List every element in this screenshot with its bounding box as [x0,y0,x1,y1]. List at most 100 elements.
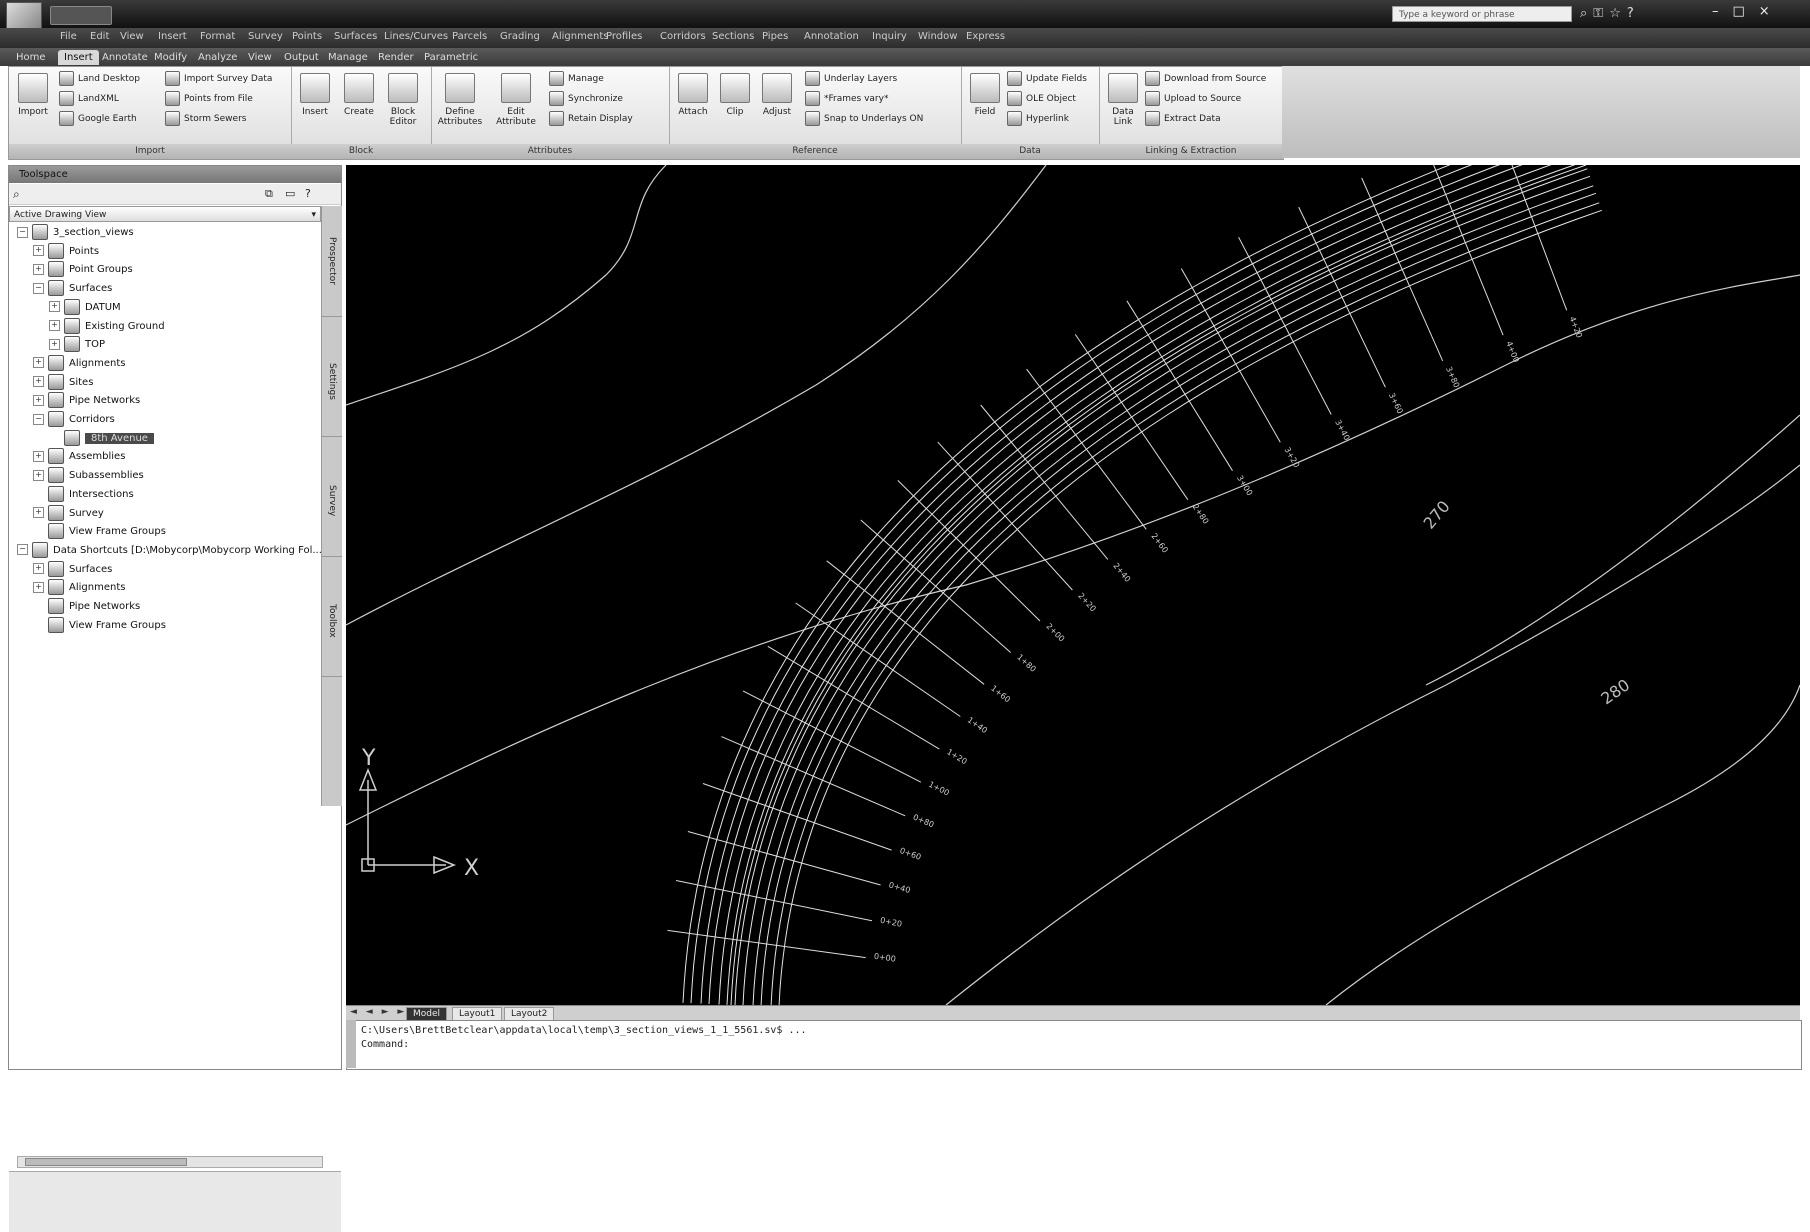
insert-block-button[interactable]: Insert [295,71,335,135]
tab-manage[interactable]: Manage [328,52,368,63]
tree-node[interactable]: + Pipe Networks [33,392,140,410]
tree-node[interactable]: + Surfaces [33,560,112,579]
view-select-dropdown[interactable]: Active Drawing View ▾ [9,206,321,222]
tab-view[interactable]: View [248,52,272,63]
menu-profiles[interactable]: Profiles [606,31,643,42]
tab-toolbox[interactable]: Toolbox [322,566,342,677]
copy-icon[interactable]: ⧉ [265,187,273,200]
tree-node[interactable]: Pipe Networks [33,598,140,616]
tree-node[interactable]: − Corridors [33,411,115,429]
tree-node[interactable]: + TOP [49,336,105,354]
tab-prospector[interactable]: Prospector [322,206,342,317]
expand-toggle-icon[interactable]: + [33,263,44,275]
menu-sections[interactable]: Sections [712,31,755,42]
tab-insert[interactable]: Insert [58,50,99,65]
expand-toggle-icon[interactable]: + [33,245,44,257]
panel-label-attributes[interactable]: Attributes [431,144,669,159]
synchronize-button[interactable]: Synchronize [549,91,623,108]
points-from-file-button[interactable]: Points from File [165,91,253,108]
frames-vary-dropdown[interactable]: *Frames vary* [805,91,888,108]
tab-output[interactable]: Output [284,52,319,63]
expand-toggle-icon[interactable]: − [17,544,28,556]
field-button[interactable]: Field [965,71,1005,135]
adjust-button[interactable]: Adjust [757,71,797,135]
import-button[interactable]: Import [13,71,53,135]
drawing-canvas[interactable]: 270 280 0+00 0+20 0+40 0+60 0+80 1+00 1+20 1+40… [346,165,1800,1005]
tab-parametric[interactable]: Parametric [424,52,479,63]
maximize-icon[interactable]: □ [1732,4,1759,19]
edit-attribute-button[interactable]: Edit Attribute [491,71,541,135]
expand-toggle-icon[interactable]: + [33,376,44,388]
tree-node[interactable]: + Alignments [33,354,125,373]
expand-toggle-icon[interactable]: + [49,320,60,331]
clip-button[interactable]: Clip [715,71,755,135]
menu-insert[interactable]: Insert [158,31,187,42]
menu-surfaces[interactable]: Surfaces [334,31,378,42]
underlay-layers-button[interactable]: Underlay Layers [805,71,897,88]
tree-node[interactable]: + Survey [33,504,104,523]
upload-to-source-button[interactable]: Upload to Source [1145,91,1241,108]
expand-toggle-icon[interactable]: + [33,507,44,518]
minimize-icon[interactable]: – [1712,4,1733,19]
close-icon[interactable]: × [1758,4,1784,19]
tab-home[interactable]: Home [16,52,46,63]
tree-node[interactable]: View Frame Groups [33,616,166,635]
scrollbar-thumb[interactable] [25,1158,187,1166]
key-icon[interactable]: ⚿ [1593,6,1610,21]
expand-toggle-icon[interactable]: + [33,581,44,593]
tree-node[interactable]: 8th Avenue [49,429,154,448]
data-link-button[interactable]: Data Link [1103,71,1143,135]
block-editor-button[interactable]: Block Editor [383,71,423,135]
tree-node[interactable]: View Frame Groups [33,523,166,541]
menu-pipes[interactable]: Pipes [762,31,789,42]
tree-node[interactable]: − Surfaces [33,280,112,298]
expand-toggle-icon[interactable]: + [33,563,44,575]
tree-node[interactable]: − Data Shortcuts [D:\Mobycorp\Mobycorp Wo… [17,541,322,560]
tree-node[interactable]: Intersections [33,485,134,504]
panel-label-block[interactable]: Block [291,144,431,159]
landxml-button[interactable]: LandXML [59,91,119,108]
create-block-button[interactable]: Create [339,71,379,135]
expand-toggle-icon[interactable]: + [49,301,60,313]
tab-model[interactable]: Model [406,1007,448,1021]
panel-label-linking[interactable]: Linking & Extraction [1099,144,1283,159]
tree-node[interactable]: + Points [33,242,99,261]
menu-format[interactable]: Format [200,31,236,42]
attach-button[interactable]: Attach [673,71,713,135]
star-icon[interactable]: ☆ [1609,6,1627,21]
command-line-grip[interactable] [346,1020,356,1068]
menu-grading[interactable]: Grading [500,31,540,42]
tab-modify[interactable]: Modify [154,52,188,63]
hyperlink-button[interactable]: Hyperlink [1007,111,1069,128]
tree-node[interactable]: + Point Groups [33,261,133,279]
retain-display-button[interactable]: Retain Display [549,111,633,128]
expand-toggle-icon[interactable]: + [49,338,60,350]
update-fields-button[interactable]: Update Fields [1007,71,1087,88]
land-desktop-button[interactable]: Land Desktop [59,71,140,88]
panel-label-data[interactable]: Data [961,144,1099,159]
import-survey-data-button[interactable]: Import Survey Data [165,71,272,88]
expand-toggle-icon[interactable]: + [33,469,44,481]
panel-label-reference[interactable]: Reference [669,144,961,159]
quick-access-toolbar[interactable] [50,6,112,25]
search-input[interactable]: Type a keyword or phrase [1392,6,1572,22]
expand-toggle-icon[interactable]: − [33,282,44,294]
tree-node[interactable]: + Subassemblies [33,467,144,485]
extract-data-button[interactable]: Extract Data [1145,111,1221,128]
tree-node[interactable]: + DATUM [49,298,121,317]
menu-alignments[interactable]: Alignments [552,31,609,42]
help-icon[interactable]: ? [305,187,311,200]
help-icon[interactable]: ? [1626,6,1640,21]
menu-edit[interactable]: Edit [90,31,110,42]
expand-toggle-icon[interactable]: + [33,357,44,369]
window-controls[interactable]: –□× [1712,4,1784,19]
expand-toggle-icon[interactable]: + [33,450,44,462]
menu-window[interactable]: Window [918,31,958,42]
tree-node[interactable]: + Assemblies [33,448,125,466]
tree-node[interactable]: − 3_section_views [17,224,134,242]
ole-object-button[interactable]: OLE Object [1007,91,1076,108]
tab-render[interactable]: Render [378,52,414,63]
expand-toggle-icon[interactable]: − [17,226,28,238]
panel-label-import[interactable]: Import [9,144,291,159]
menu-corridors[interactable]: Corridors [660,31,706,42]
